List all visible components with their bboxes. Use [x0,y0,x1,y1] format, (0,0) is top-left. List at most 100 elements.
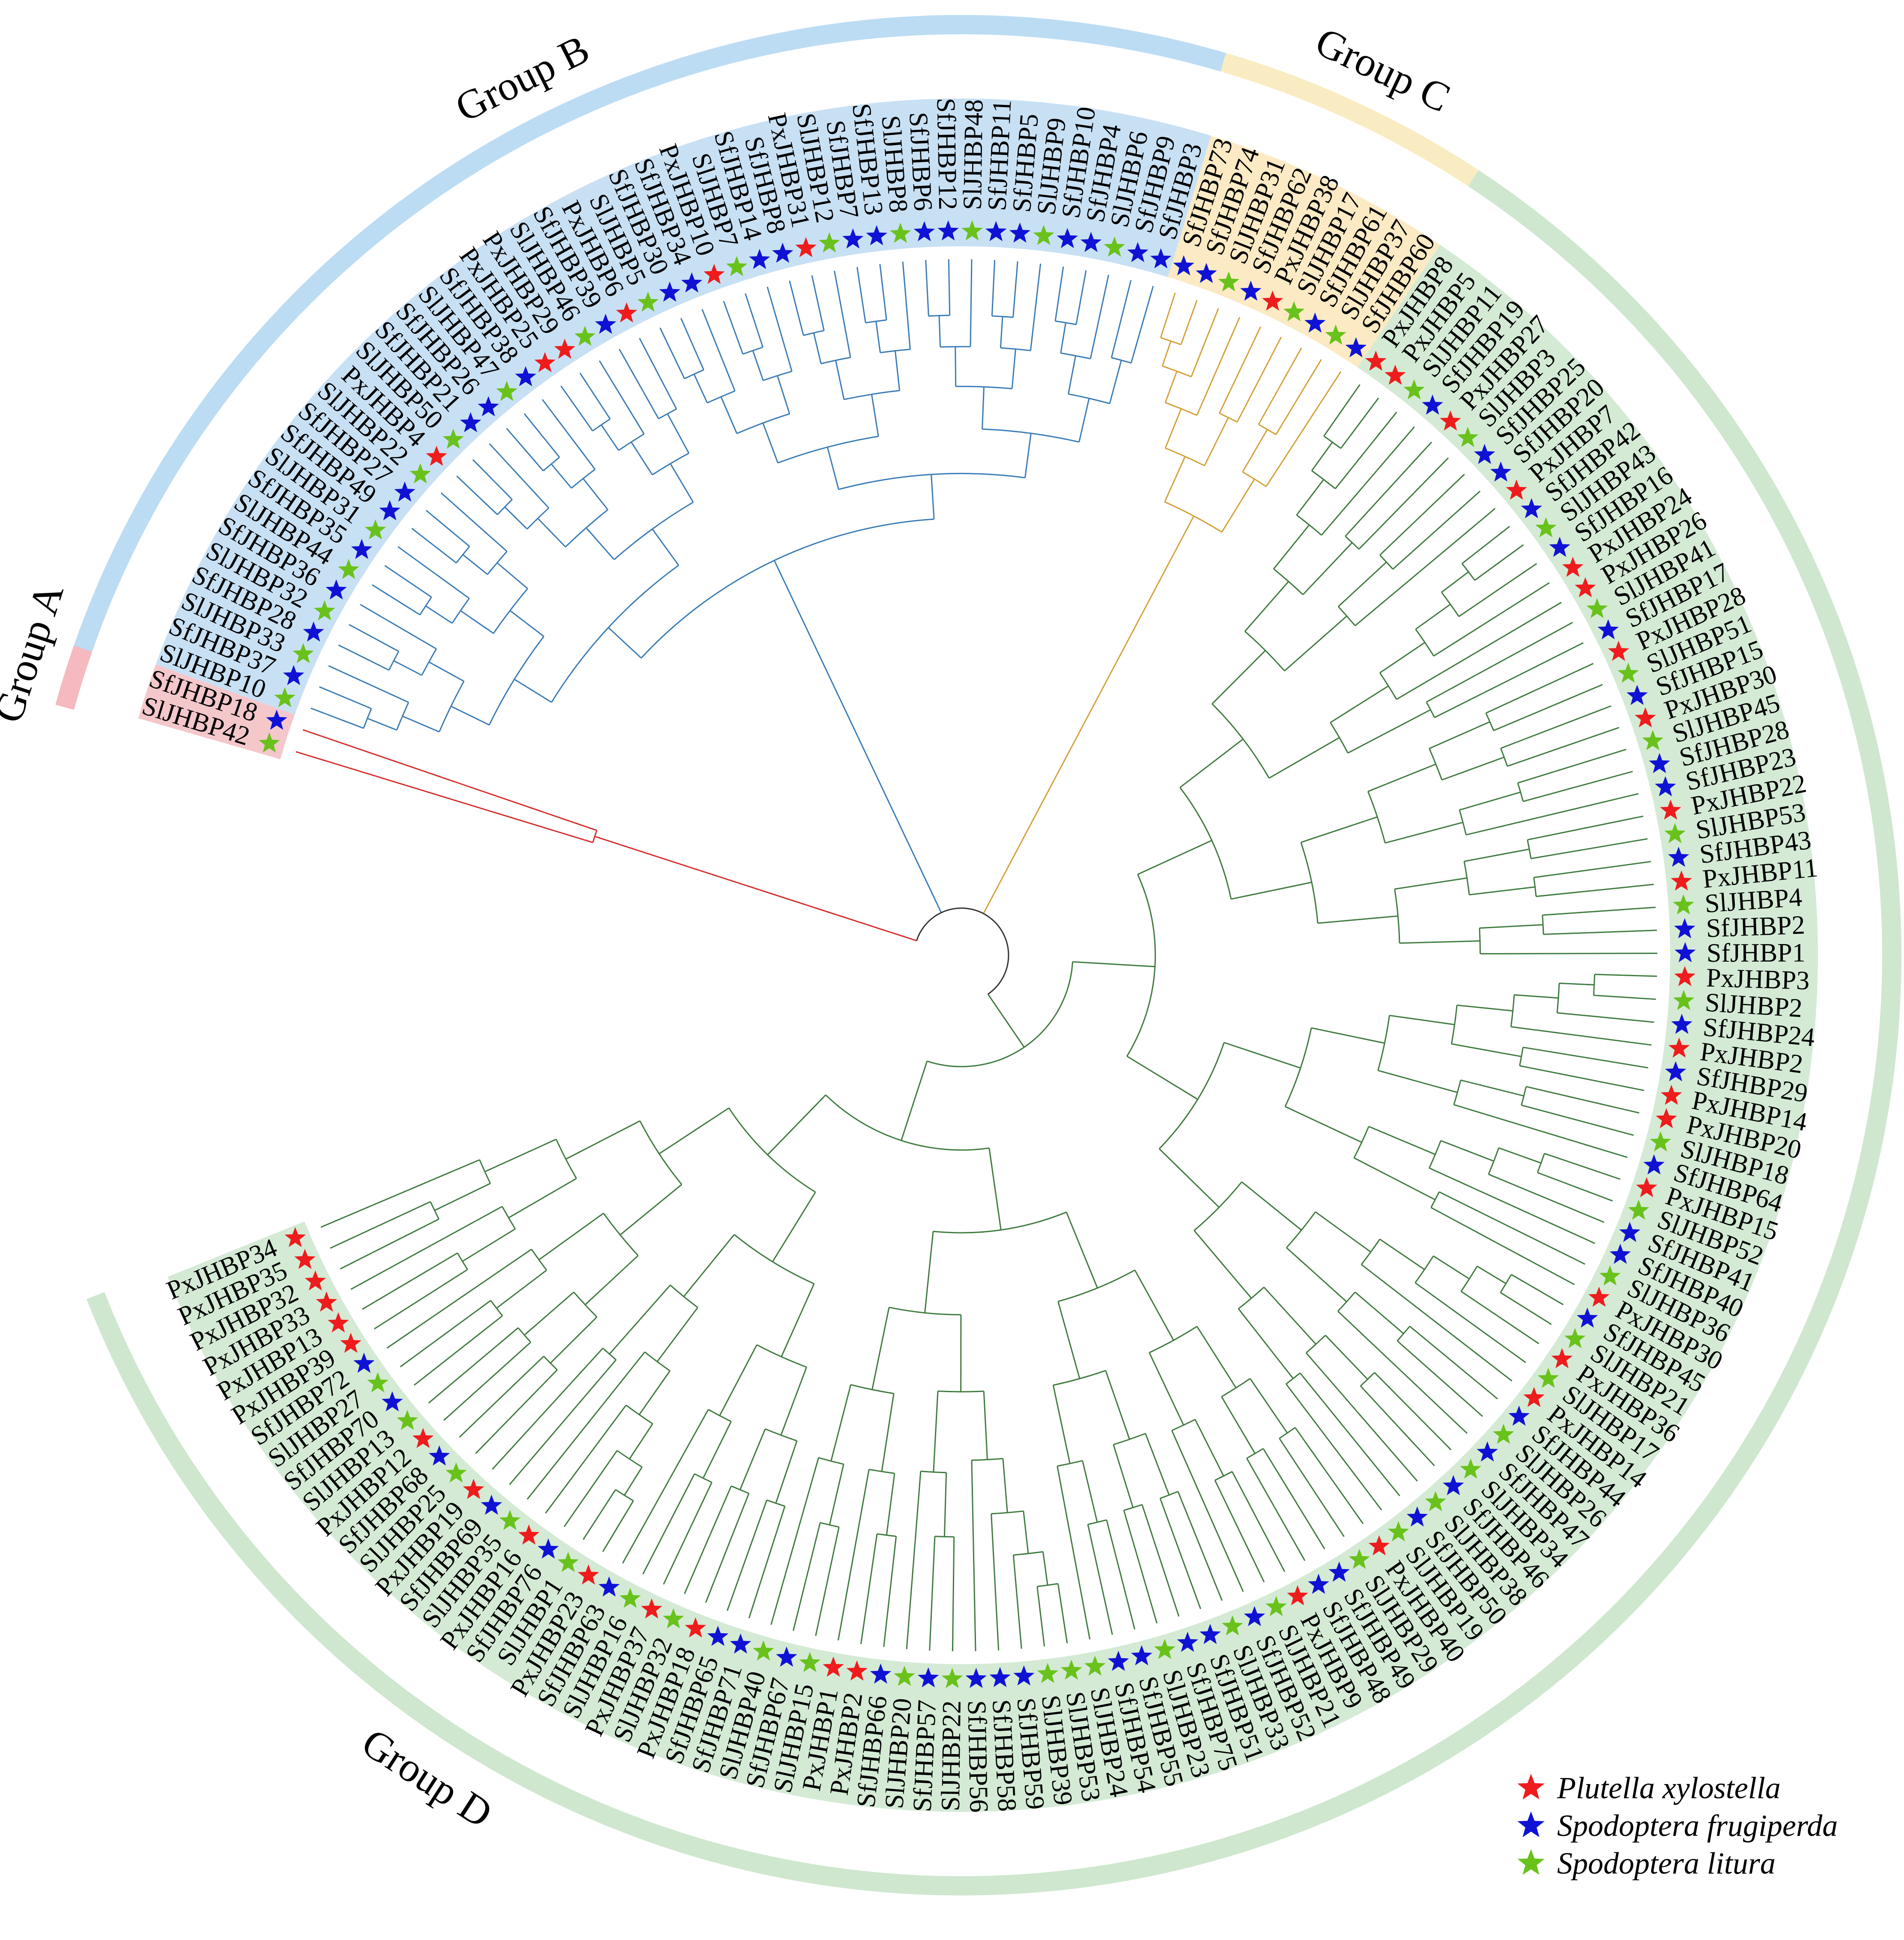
branch-line [796,310,804,336]
species-star [1660,799,1681,820]
branch-line [1315,1211,1371,1253]
branch-arc [1500,748,1508,767]
branch-line [663,1528,691,1585]
branch-arc [880,349,910,353]
branch-line [451,705,490,726]
branch-line [673,355,685,379]
branch-line [1158,1555,1180,1617]
branch-line [527,1418,592,1500]
branch-line [792,1571,809,1631]
species-star [985,221,1007,241]
branch-line [639,1370,671,1415]
branch-line [1576,1076,1644,1091]
branch-line [589,1405,627,1455]
branch-line [1536,890,1590,897]
branch-line [372,584,399,602]
branch-line [1141,1504,1160,1556]
legend-item-litura: Spodoptera litura [1516,1844,1838,1882]
branch-line [754,323,764,347]
branch-line [719,1344,758,1416]
branch-line [376,638,399,652]
branch-line [402,715,440,732]
branch-line [854,1469,870,1547]
branch-line [1523,787,1573,802]
branch-line [926,290,929,316]
branch-line [328,665,373,687]
branch-line [349,624,376,640]
branch-line [971,1460,974,1547]
species-star [1664,823,1686,843]
species-star [1104,236,1125,257]
species-star [1668,1037,1690,1058]
branch-line [449,529,470,547]
branch-arc [865,319,887,324]
branch-arc [1160,1491,1179,1499]
branch-arc [1361,1239,1381,1265]
species-star [1619,1222,1641,1242]
branch-line [551,463,572,489]
red-star-icon [1517,1773,1545,1800]
branch-line [1196,370,1217,416]
branch-line [1567,749,1626,768]
branch-line [1160,317,1168,338]
branch-line [462,554,488,575]
leaf-label: SfJHBP12 [931,98,962,210]
branch-line [436,547,457,564]
branch-line [1241,1181,1302,1231]
branch-line [1110,322,1121,358]
branch-line [592,1450,618,1486]
branch-line [1394,877,1467,890]
species-star [1325,324,1346,345]
branch-line [462,1228,516,1262]
branch-line [1464,848,1530,862]
branch-line [1356,1411,1418,1482]
branch-line [609,1285,671,1355]
branch-line [1256,337,1282,384]
species-star [1490,461,1512,482]
branch-arc [1527,840,1532,859]
branch-line [1158,1148,1220,1208]
branch-arc [1311,470,1336,489]
branch-line [1068,356,1077,395]
species-star [776,1646,797,1667]
species-star [1443,1475,1464,1495]
branch-arc [1459,810,1467,835]
branch-line [424,1269,468,1297]
branch-arc [571,469,596,489]
branch-line [1057,1583,1063,1611]
branch-line [1532,1128,1628,1158]
branch-line [460,610,494,634]
species-star [1674,942,1696,963]
branch-line [1551,705,1612,730]
branch-line [394,1218,439,1243]
species-star [445,1462,467,1483]
species-star [518,1524,540,1545]
branch-line [1483,526,1510,547]
branch-line [330,1222,385,1249]
group-label-d: Group D [354,1719,501,1836]
branch-line [1194,1419,1224,1477]
branch-line [657,1307,698,1362]
branch-arc [1453,1080,1462,1105]
species-star [1642,730,1664,750]
branch-line [1311,442,1333,471]
species-star [1131,1645,1152,1665]
species-star [1661,1085,1682,1105]
branch-line [693,374,708,404]
branch-line [1221,478,1255,532]
branch-line [726,1550,749,1611]
branch-line [401,628,437,650]
species-star [1668,846,1689,867]
branch-line [1072,961,1155,968]
species-star [1154,1638,1176,1659]
green-star-icon [1517,1849,1545,1875]
branch-arc [920,1471,946,1474]
branch-line [1000,316,1003,348]
branch-line [1345,493,1385,537]
branch-line [1145,1433,1170,1495]
branch-line [434,1183,491,1211]
branch-line [829,1464,845,1525]
branch-line [1325,1335,1368,1380]
species-star [460,412,481,433]
branch-line [1418,508,1496,573]
